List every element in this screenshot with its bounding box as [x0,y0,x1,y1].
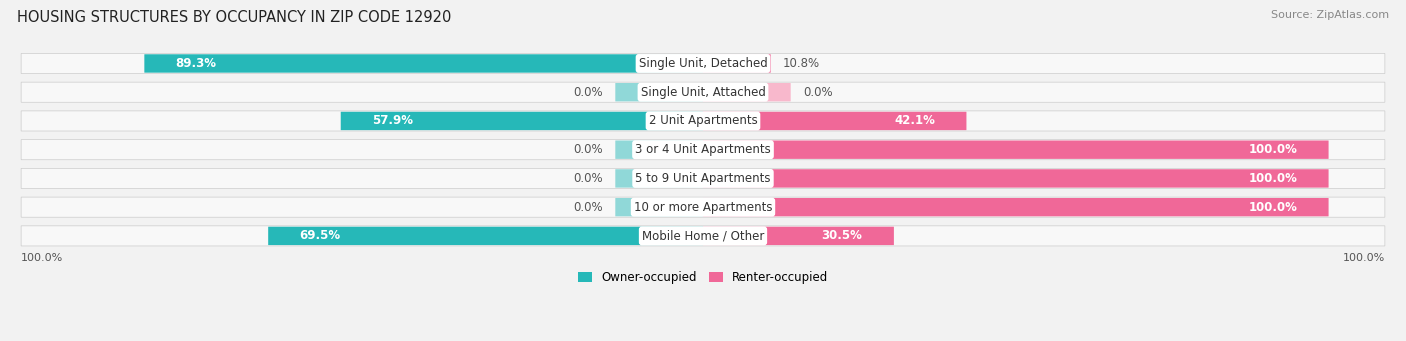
FancyBboxPatch shape [703,83,790,101]
FancyBboxPatch shape [616,198,703,216]
FancyBboxPatch shape [21,111,1385,131]
Text: Single Unit, Detached: Single Unit, Detached [638,57,768,70]
FancyBboxPatch shape [703,198,1329,216]
FancyBboxPatch shape [703,112,966,130]
Text: 5 to 9 Unit Apartments: 5 to 9 Unit Apartments [636,172,770,185]
FancyBboxPatch shape [21,197,1385,217]
FancyBboxPatch shape [21,168,1385,189]
FancyBboxPatch shape [703,140,1329,159]
Text: 10 or more Apartments: 10 or more Apartments [634,201,772,214]
Text: 30.5%: 30.5% [821,229,862,242]
Text: 100.0%: 100.0% [1249,143,1298,156]
Text: 100.0%: 100.0% [1343,253,1385,263]
Text: 69.5%: 69.5% [299,229,340,242]
Text: 3 or 4 Unit Apartments: 3 or 4 Unit Apartments [636,143,770,156]
Text: 0.0%: 0.0% [574,86,603,99]
FancyBboxPatch shape [703,169,1329,188]
Text: 0.0%: 0.0% [574,201,603,214]
FancyBboxPatch shape [21,82,1385,102]
FancyBboxPatch shape [145,54,703,73]
FancyBboxPatch shape [616,140,703,159]
Text: 0.0%: 0.0% [803,86,832,99]
Text: 100.0%: 100.0% [1249,201,1298,214]
FancyBboxPatch shape [616,83,703,101]
Text: Mobile Home / Other: Mobile Home / Other [641,229,765,242]
FancyBboxPatch shape [616,169,703,188]
Text: 10.8%: 10.8% [783,57,820,70]
FancyBboxPatch shape [340,112,703,130]
Text: 100.0%: 100.0% [1249,172,1298,185]
Text: 89.3%: 89.3% [176,57,217,70]
Text: 42.1%: 42.1% [894,115,935,128]
FancyBboxPatch shape [703,227,894,245]
Text: HOUSING STRUCTURES BY OCCUPANCY IN ZIP CODE 12920: HOUSING STRUCTURES BY OCCUPANCY IN ZIP C… [17,10,451,25]
FancyBboxPatch shape [21,139,1385,160]
FancyBboxPatch shape [703,54,770,73]
Text: 0.0%: 0.0% [574,143,603,156]
Text: Source: ZipAtlas.com: Source: ZipAtlas.com [1271,10,1389,20]
FancyBboxPatch shape [269,227,703,245]
Text: 2 Unit Apartments: 2 Unit Apartments [648,115,758,128]
FancyBboxPatch shape [21,54,1385,74]
Text: Single Unit, Attached: Single Unit, Attached [641,86,765,99]
Text: 57.9%: 57.9% [373,115,413,128]
FancyBboxPatch shape [21,226,1385,246]
Text: 100.0%: 100.0% [21,253,63,263]
Legend: Owner-occupied, Renter-occupied: Owner-occupied, Renter-occupied [572,266,834,288]
Text: 0.0%: 0.0% [574,172,603,185]
